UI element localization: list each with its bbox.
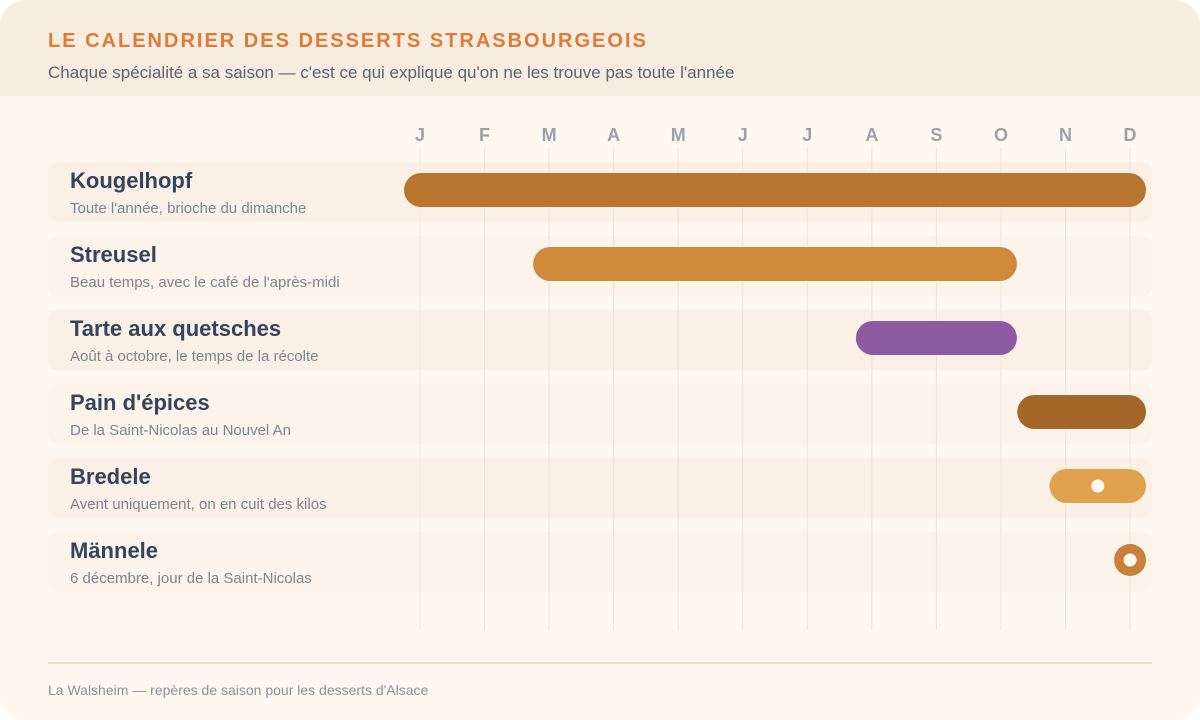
dessert-name: Tarte aux quetsches [70, 316, 281, 341]
month-label: S [930, 125, 942, 145]
month-label: M [542, 125, 557, 145]
season-bar [1017, 395, 1147, 429]
page-title: LE CALENDRIER DES DESSERTS STRASBOURGEOI… [48, 30, 648, 52]
dessert-note: Beau temps, avec le café de l'après-midi [70, 274, 340, 291]
dessert-name: Pain d'épices [70, 390, 210, 415]
dessert-note: Août à octobre, le temps de la récolte [70, 348, 318, 365]
footer-credit: La Walsheim — repères de saison pour les… [48, 682, 429, 698]
month-label: A [865, 125, 878, 145]
month-label: N [1059, 125, 1072, 145]
month-label: M [671, 125, 686, 145]
month-label: O [994, 125, 1008, 145]
month-label: A [607, 125, 620, 145]
header-band [0, 0, 1200, 96]
row-background [48, 532, 1152, 592]
dessert-note: Toute l'année, brioche du dimanche [70, 200, 306, 217]
page-subtitle: Chaque spécialité a sa saison — c'est ce… [48, 63, 735, 82]
dessert-name: Kougelhopf [70, 168, 193, 193]
month-label: J [415, 125, 425, 145]
season-bar [404, 173, 1147, 207]
dessert-note: De la Saint-Nicolas au Nouvel An [70, 422, 291, 439]
dessert-name: Bredele [70, 464, 151, 489]
month-label: J [802, 125, 812, 145]
row-background [48, 384, 1152, 444]
dessert-name: Männele [70, 538, 158, 563]
month-label: F [479, 125, 490, 145]
dessert-name: Streusel [70, 242, 157, 267]
season-bar-dot [1091, 479, 1105, 493]
season-point-center [1123, 553, 1137, 567]
dessert-note: Avent uniquement, on en cuit des kilos [70, 496, 327, 513]
season-bar [855, 321, 1017, 355]
footer-divider [48, 662, 1152, 664]
row-background [48, 458, 1152, 518]
dessert-note: 6 décembre, jour de la Saint-Nicolas [70, 570, 312, 587]
month-label: D [1124, 125, 1137, 145]
month-label: J [738, 125, 748, 145]
season-bar [533, 247, 1017, 281]
